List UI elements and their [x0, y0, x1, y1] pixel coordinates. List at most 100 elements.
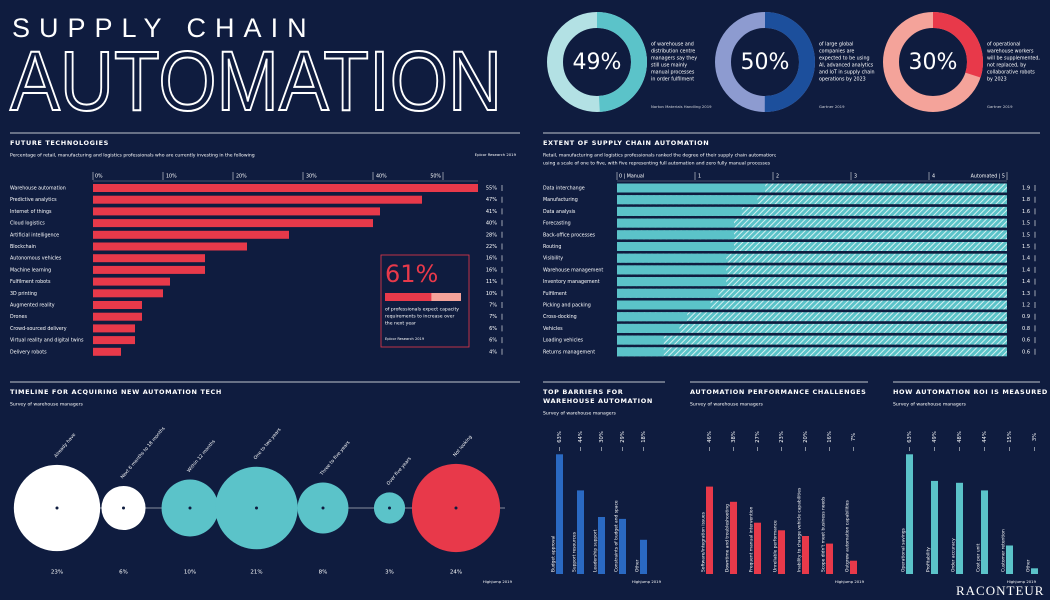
category-label: Internet of things	[10, 209, 52, 215]
section-subtitle: Survey of warehouse managers	[10, 402, 83, 408]
category-label: Cloud logistics	[10, 221, 45, 227]
value-label: 0.6	[1022, 338, 1030, 344]
bar	[93, 242, 247, 251]
section-subtitle: Survey of warehouse managers	[690, 402, 763, 408]
donut-text: of operational	[987, 42, 1020, 48]
donut-text: manual processes	[651, 70, 695, 76]
donut-text: of large global	[819, 42, 853, 48]
bar	[93, 184, 478, 192]
bar	[93, 219, 373, 228]
x-tick-label: 0 | Manual	[619, 174, 644, 180]
category-label: Fulfilment robots	[10, 279, 51, 285]
bar	[1006, 545, 1013, 574]
bubble-center	[122, 506, 125, 510]
category-label: Delivery robots	[10, 349, 47, 355]
bubble-center	[454, 506, 458, 510]
donut-arc	[883, 12, 983, 112]
x-tick-label: 4	[932, 174, 935, 180]
source: Highjump 2019	[1007, 579, 1037, 584]
category-label: Customer retention	[1001, 529, 1007, 572]
value-label: 3%	[385, 570, 394, 576]
value-label: 1.8	[1022, 197, 1030, 203]
value-label: 27%	[755, 431, 761, 443]
donut-text: expected to be using	[819, 56, 870, 62]
section-subtitle: Percentage of retail, manufacturing and …	[10, 153, 255, 159]
value-label: 11%	[486, 279, 497, 285]
bar	[931, 480, 938, 574]
value-label: 49%	[932, 431, 938, 443]
bar	[93, 254, 205, 263]
category-label: Leadership support	[593, 529, 599, 572]
category-label: Autonomous vehicles	[10, 256, 62, 262]
value-label: 44%	[982, 431, 988, 443]
bar	[617, 347, 664, 357]
bar	[93, 324, 135, 333]
bar	[617, 253, 727, 263]
category-label: Other	[635, 559, 641, 572]
bar	[617, 218, 734, 228]
bar-remainder	[617, 335, 1007, 345]
x-tick-label: Automated | 5	[971, 174, 1005, 180]
value-label: 1.2	[1022, 303, 1030, 309]
bubble-center	[55, 506, 59, 510]
bar	[617, 312, 688, 322]
bar	[577, 490, 584, 574]
donut-text: warehouse workers	[987, 49, 1034, 55]
value-label: 47%	[486, 197, 497, 203]
value-label: 6%	[489, 326, 497, 332]
x-tick-label: 30%	[306, 174, 317, 180]
source: Highjump 2019	[835, 579, 865, 584]
category-label: Other	[1026, 559, 1032, 572]
category-label: Drones	[10, 314, 27, 320]
x-tick-label: 0%	[95, 174, 103, 180]
section-title: TOP BARRIERS FOR	[543, 388, 623, 396]
section-title: WAREHOUSE AUTOMATION	[543, 397, 653, 405]
category-label: Data analysis	[543, 209, 576, 215]
donut-source: Norton Materials Handling 2019	[651, 104, 712, 109]
bar	[598, 517, 605, 574]
value-label: 40%	[486, 221, 497, 227]
bar	[93, 195, 422, 204]
bar	[93, 312, 142, 321]
bar	[93, 336, 135, 345]
donut-value: 50%	[741, 50, 790, 75]
bar	[778, 530, 785, 574]
callout-source: Epicor Research 2019	[385, 337, 425, 341]
donut-arc	[715, 12, 815, 112]
value-label: 1.3	[1022, 291, 1030, 297]
bar-remainder	[617, 218, 1007, 228]
section-subtitle: Retail, manufacturing and logistics prof…	[543, 153, 777, 159]
source: Epicor Research 2019	[475, 152, 517, 157]
bar	[802, 536, 809, 574]
value-label: 48%	[957, 431, 963, 443]
donut-text: will be supplemented,	[987, 56, 1040, 62]
bar	[1031, 568, 1038, 574]
category-label: Warehouse management	[543, 267, 603, 273]
value-label: 1.4	[1022, 267, 1030, 273]
value-label: 18%	[641, 431, 647, 443]
value-label: 15%	[1007, 431, 1013, 443]
category-label: Cost per unit	[976, 543, 982, 572]
bar-remainder	[617, 253, 1007, 263]
donut-text: collaborative robots	[987, 70, 1035, 76]
bar-remainder	[617, 183, 1007, 193]
category-label: Support resources	[572, 531, 578, 572]
category-label: Profitability	[926, 547, 932, 572]
category-label: Returns management	[543, 349, 595, 355]
value-label: 7%	[489, 303, 497, 309]
bar	[93, 347, 121, 356]
donut-text: not replaced, by	[987, 63, 1026, 69]
bar	[617, 265, 727, 275]
category-label: Software/integration issues	[701, 511, 707, 572]
value-label: 46%	[707, 431, 713, 443]
bar-remainder	[617, 347, 1007, 357]
value-label: 1.4	[1022, 256, 1030, 262]
bar-remainder	[617, 288, 1007, 298]
donut-text: managers say they	[651, 56, 697, 62]
bar	[93, 277, 170, 286]
callout-bar	[385, 293, 432, 301]
value-label: 3%	[1032, 433, 1038, 441]
section-title: FUTURE TECHNOLOGIES	[10, 139, 109, 147]
donut-text: in order fulfilment	[651, 77, 694, 83]
x-tick-label: 1	[698, 174, 701, 180]
